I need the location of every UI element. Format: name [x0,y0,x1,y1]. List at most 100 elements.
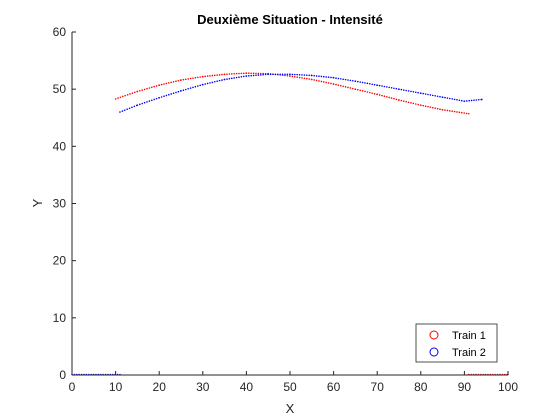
data-point [318,75,320,77]
data-point [337,77,340,80]
data-point [368,91,371,94]
data-point [155,97,158,100]
data-point [458,111,461,114]
data-point [371,83,373,86]
data-point [431,106,434,109]
data-point [427,93,429,96]
data-point [252,72,255,75]
data-point [347,79,349,81]
data-point [327,76,330,79]
data-point [218,74,221,76]
data-point [359,89,362,92]
data-point [206,75,209,77]
data-point [272,73,274,76]
y-tick-label: 0 [59,368,66,382]
data-point [325,76,327,78]
data-point [354,88,357,90]
data-point [403,89,405,91]
x-tick-label: 90 [458,380,472,394]
data-point [226,78,228,80]
data-point [339,78,342,80]
data-point [470,99,473,102]
data-point [311,74,313,77]
data-point [167,93,170,96]
data-point [390,87,393,89]
data-point [444,109,446,111]
data-point [209,82,211,84]
data-point [339,84,342,87]
data-point [420,92,422,94]
data-point [172,80,175,83]
data-point [163,95,165,98]
data-point [465,112,468,115]
data-point [194,76,197,79]
data-point [296,76,298,78]
data-point [359,81,362,83]
legend-entry-label: Train 2 [452,347,486,359]
data-point [221,79,223,81]
data-point [250,74,252,77]
data-point [361,81,364,84]
data-point [400,88,403,91]
data-point [456,111,458,113]
data-point [439,108,441,110]
x-axis-label: X [286,401,295,416]
data-point [373,83,376,86]
data-point [475,99,478,101]
data-point [240,76,243,78]
data-point [414,91,417,94]
data-point [395,98,398,101]
data-point [335,77,337,79]
data-point [398,88,400,90]
legend-marker [429,347,439,357]
data-point [330,76,332,79]
data-point [383,85,386,88]
data-point [434,95,436,97]
data-point [364,82,366,84]
data-point [257,74,260,76]
data-point [133,105,136,108]
data-point [390,97,393,99]
data-point [158,96,160,99]
data-point [163,83,165,85]
data-point [424,105,427,107]
data-point [291,75,294,78]
data-point [376,93,379,96]
data-point [405,100,407,103]
y-tick-label: 50 [53,82,67,96]
data-point [119,96,122,99]
data-point [301,77,303,79]
data-point [262,72,264,75]
data-point [436,107,439,110]
data-point [381,94,383,97]
data-point [344,78,347,81]
data-point [187,88,189,90]
data-point [216,74,218,76]
data-point [202,83,204,86]
data-point [294,73,296,76]
legend-marker [429,330,439,340]
axes-layer: 0 10 20 30 40 50 60 70 80 90 100 0 10 20 30 40 50 60 [53,25,519,394]
data-point [228,77,231,80]
data-point [354,80,357,82]
data-point [381,85,383,87]
data-point [286,73,289,76]
data-point [133,91,136,94]
data-point [259,72,262,75]
data-point [412,91,415,93]
data-point [410,102,412,104]
data-point [117,97,119,99]
data-point [301,74,303,76]
data-point [158,84,160,86]
data-point [230,77,233,80]
data-point [274,73,277,76]
data-point [332,76,335,79]
data-point [431,94,434,97]
data-point [385,86,388,88]
data-point [141,102,143,105]
data-point [213,80,216,83]
data-point [165,94,168,97]
chart-title: Deuxième Situation - Intensité [197,12,383,27]
data-point [240,72,243,75]
data-point [146,101,148,103]
